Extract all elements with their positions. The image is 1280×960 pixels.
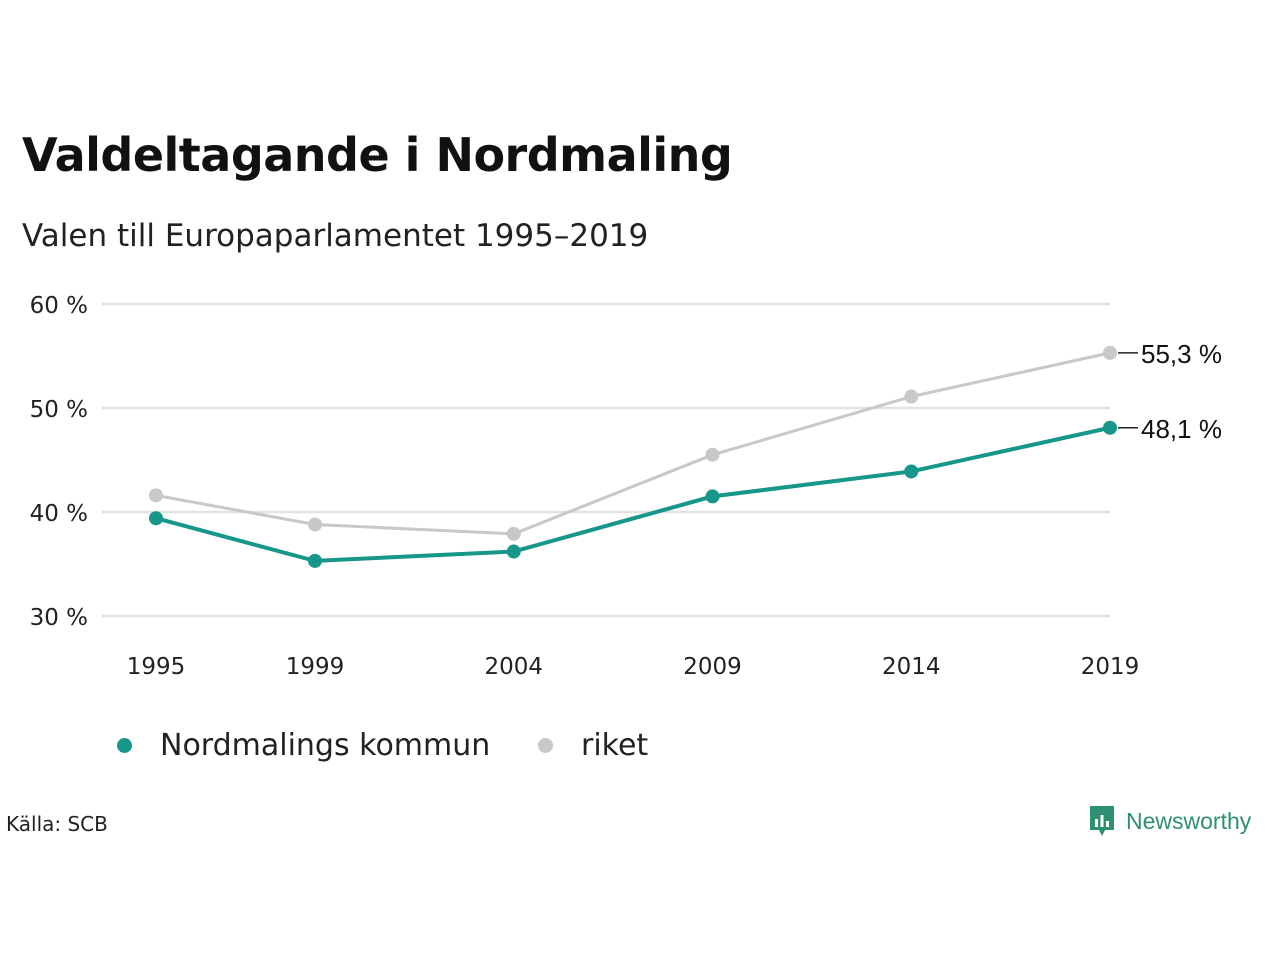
x-tick-label: 2019	[1081, 654, 1140, 680]
data-point-riket	[506, 526, 521, 541]
data-point-riket	[904, 389, 919, 404]
x-axis-ticks: 1995 1999 2004 2009 2014 2019	[127, 654, 1140, 680]
data-point-riket	[308, 517, 322, 532]
line-chart: 30 % 40 % 50 % 60 % 1995 1999 2004 2009 2014 201…	[30, 293, 1222, 680]
data-point-kommun	[1103, 420, 1117, 435]
legend-marker-riket	[538, 738, 553, 753]
legend-item-kommun: Nordmalings kommun	[117, 728, 490, 763]
data-point-kommun	[149, 511, 163, 526]
legend-label-riket: riket	[581, 728, 649, 763]
data-point-kommun	[904, 464, 919, 479]
series-line-kommun	[155, 425, 1111, 563]
data-point-kommun	[506, 544, 521, 559]
x-tick-label: 2004	[484, 654, 543, 680]
gridlines	[102, 302, 1110, 618]
data-point-kommun	[705, 489, 720, 504]
brand-logo: Newsworthy	[1088, 804, 1251, 838]
x-tick-label: 1995	[127, 654, 186, 680]
data-point-kommun	[308, 553, 322, 568]
data-point-riket	[149, 488, 163, 503]
series-line-riket	[155, 351, 1111, 536]
x-tick-label: 2014	[882, 654, 941, 680]
data-point-riket	[705, 447, 720, 462]
end-label-riket: 55,3 %	[1141, 339, 1222, 369]
y-tick-label: 30 %	[30, 605, 88, 631]
series-lines	[149, 345, 1117, 568]
chart-title: Valdeltagande i Nordmaling	[22, 128, 733, 182]
legend-marker-kommun	[117, 738, 132, 753]
legend-item-riket: riket	[538, 728, 648, 763]
y-tick-label: 60 %	[30, 293, 88, 319]
x-tick-label: 2009	[683, 654, 742, 680]
y-tick-label: 40 %	[30, 501, 88, 527]
x-tick-label: 1999	[286, 654, 345, 680]
y-axis-ticks: 30 % 40 % 50 % 60 %	[30, 293, 88, 631]
newsworthy-icon	[1090, 806, 1114, 836]
chart-subtitle: Valen till Europaparlamentet 1995–2019	[22, 218, 649, 254]
end-labels: 55,3 % 48,1 %	[1118, 339, 1222, 444]
y-tick-label: 50 %	[30, 397, 88, 423]
data-point-riket	[1103, 345, 1117, 360]
legend-label-kommun: Nordmalings kommun	[160, 728, 491, 763]
source-note: Källa: SCB	[6, 812, 108, 836]
brand-name: Newsworthy	[1126, 807, 1252, 834]
end-label-kommun: 48,1 %	[1141, 414, 1222, 444]
